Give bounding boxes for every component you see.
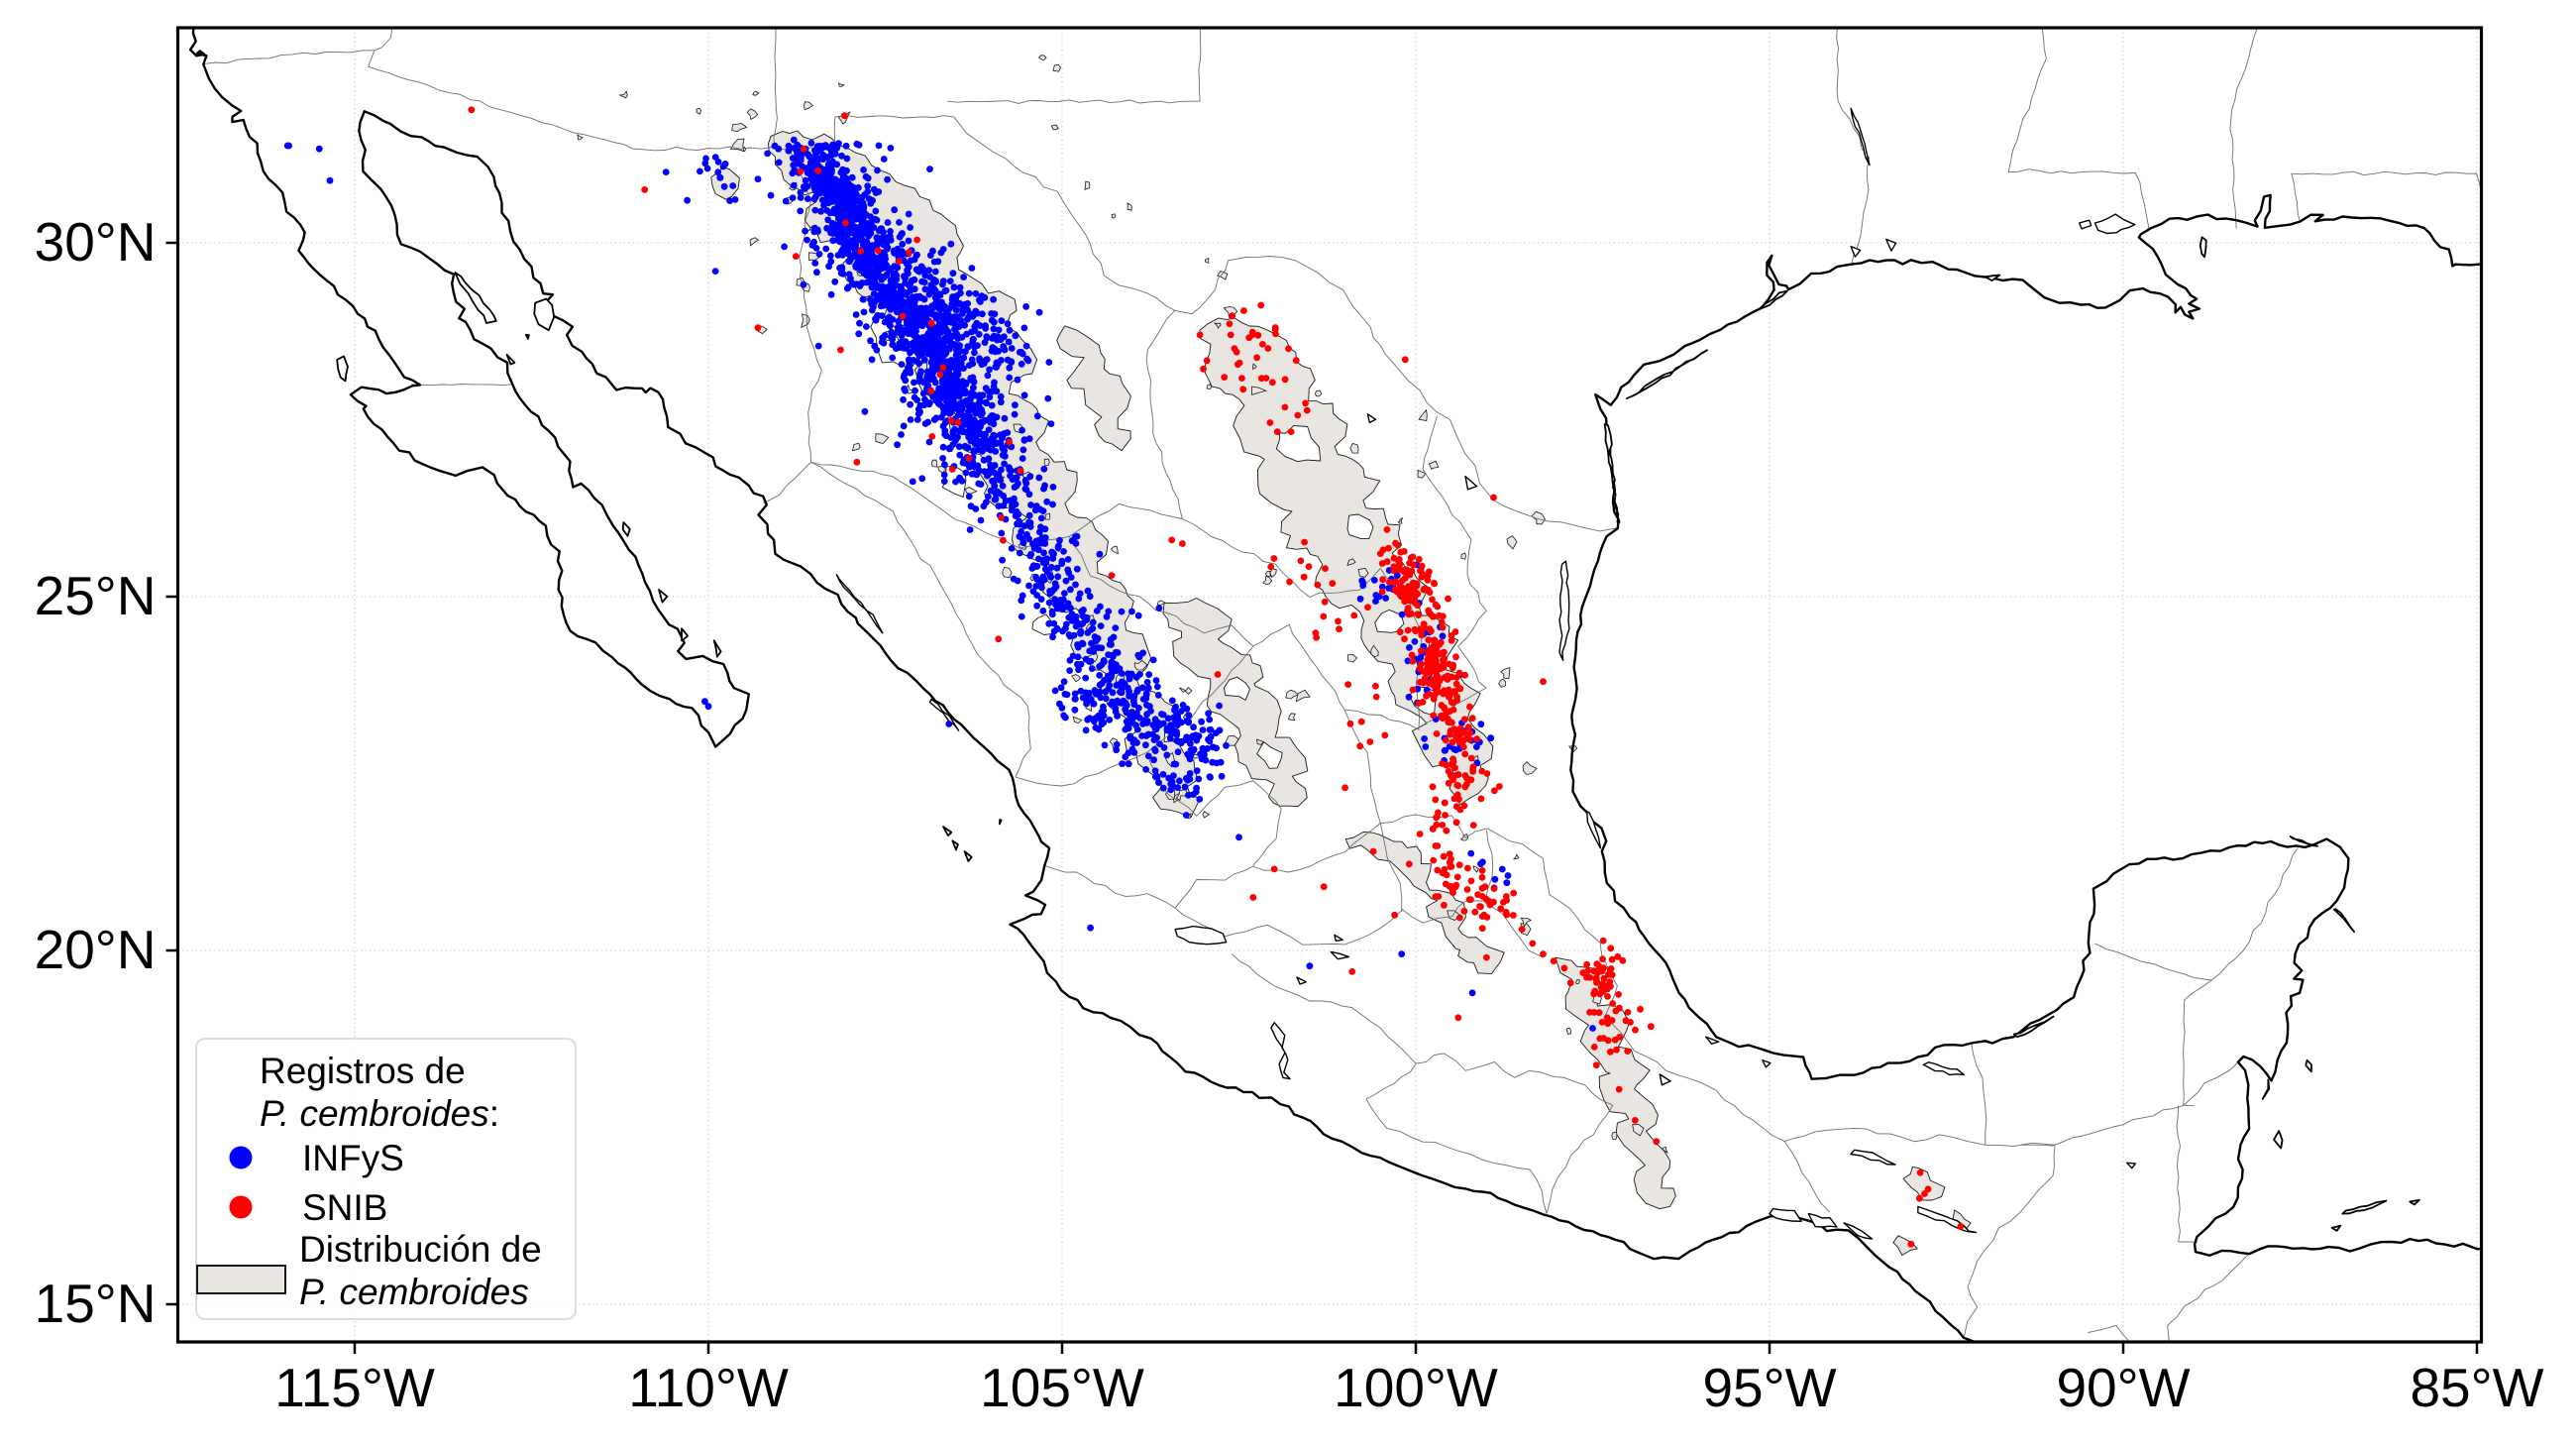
svg-text:Distribución de: Distribución de (299, 1229, 542, 1270)
svg-text:P. cembroides: P. cembroides (299, 1272, 529, 1312)
svg-text:105°W: 105°W (980, 1357, 1144, 1418)
svg-text:30°N: 30°N (35, 211, 157, 273)
svg-text:110°W: 110°W (628, 1357, 789, 1418)
svg-text:SNIB: SNIB (302, 1187, 387, 1228)
svg-text:95°W: 95°W (1702, 1357, 1836, 1418)
svg-text:INFyS: INFyS (302, 1138, 404, 1178)
svg-text:20°N: 20°N (35, 919, 157, 980)
svg-text:Registros de: Registros de (260, 1051, 466, 1091)
svg-text:25°N: 25°N (35, 565, 157, 626)
svg-text:15°N: 15°N (35, 1273, 157, 1334)
svg-text:P. cembroides:: P. cembroides: (260, 1093, 499, 1134)
svg-text:100°W: 100°W (1334, 1357, 1498, 1418)
svg-text:85°W: 85°W (2410, 1357, 2543, 1418)
svg-text:90°W: 90°W (2056, 1357, 2190, 1418)
svg-text:115°W: 115°W (274, 1357, 435, 1418)
